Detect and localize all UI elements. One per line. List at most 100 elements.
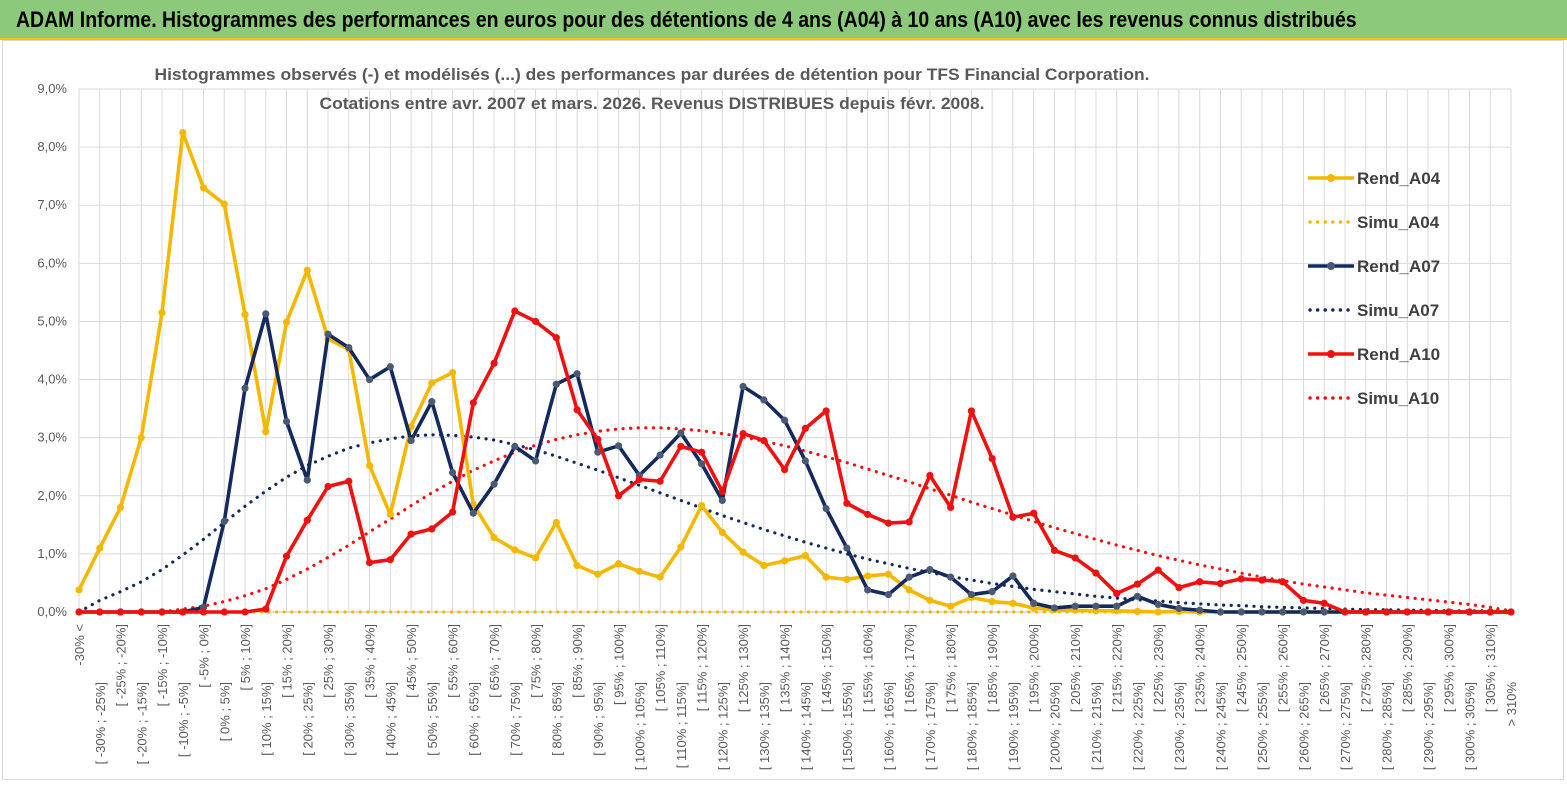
data-point [1050, 604, 1059, 612]
data-point [864, 586, 872, 594]
data-point [843, 575, 851, 584]
x-tick-label: [ 125% ; 130%] [736, 624, 751, 712]
data-point [96, 608, 104, 616]
y-tick-label: 2,0% [37, 488, 67, 503]
data-point [179, 608, 187, 616]
x-tick-label: [ 40% ; 45%] [383, 682, 398, 756]
x-tick-label: [ 35% ; 40%] [363, 624, 378, 698]
data-point [220, 608, 228, 616]
x-tick-label: [ 95% ; 100%] [612, 624, 627, 705]
data-point [1092, 602, 1100, 610]
data-point [988, 454, 996, 463]
data-point [531, 457, 540, 465]
data-point [282, 417, 291, 425]
data-point [1216, 579, 1225, 588]
data-point [1279, 608, 1287, 616]
data-point [303, 266, 311, 274]
x-tick-label: [ 85% ; 90%] [570, 624, 585, 698]
data-point [137, 608, 145, 616]
data-point [116, 503, 125, 511]
data-point [884, 590, 892, 599]
y-tick-label: 9,0% [37, 81, 67, 96]
data-point [1030, 599, 1038, 607]
x-tick-label: [ -10% ; -5%] [176, 682, 191, 757]
legend-marker [1327, 350, 1335, 358]
legend-label: Rend_A04 [1357, 169, 1441, 188]
data-point [1279, 578, 1287, 586]
data-point [75, 608, 83, 616]
data-point [407, 436, 415, 445]
data-point [1237, 575, 1245, 583]
x-tick-label: [ 270% ; 275%] [1338, 682, 1353, 770]
x-tick-label: -30% < [72, 624, 87, 666]
data-point [864, 572, 872, 580]
data-point [365, 461, 374, 470]
x-tick-label: [ 80% ; 85%] [549, 682, 564, 756]
data-point [1154, 566, 1162, 574]
data-point [1362, 608, 1370, 616]
data-point [1258, 576, 1266, 584]
x-tick-label: [ 205% ; 210%] [1068, 624, 1083, 712]
x-tick-label: [ 90% ; 95%] [591, 682, 606, 756]
x-tick-label: [ 140% ; 145%] [798, 682, 813, 770]
data-point [1071, 602, 1079, 610]
data-point [947, 602, 955, 610]
data-point [1299, 596, 1308, 604]
data-point [1113, 589, 1121, 598]
x-tick-label: [ -5% ; 0%] [197, 624, 212, 688]
data-point [448, 468, 457, 477]
x-tick-label: [ 10% ; 15%] [259, 682, 274, 756]
x-tick-label: [ 225% ; 230%] [1151, 624, 1166, 712]
x-tick-label: [ 285% ; 290%] [1400, 624, 1415, 712]
data-point [386, 510, 394, 518]
data-point [428, 379, 436, 387]
data-point [448, 508, 457, 516]
data-point [282, 552, 291, 560]
data-point [926, 565, 934, 574]
x-tick-label: [ 100% ; 105%] [632, 682, 647, 770]
legend-marker [1327, 262, 1335, 270]
series-line [77, 426, 1513, 614]
data-point [594, 448, 602, 456]
x-tick-label: [ 260% ; 265%] [1296, 682, 1311, 770]
data-point [760, 436, 768, 445]
y-tick-label: 7,0% [37, 197, 67, 212]
data-point [739, 429, 747, 438]
data-point [1382, 608, 1391, 616]
data-point [365, 375, 374, 384]
data-point [905, 518, 913, 526]
data-point [1465, 608, 1474, 616]
data-point [884, 570, 892, 578]
x-tick-label: [ -30% ; -25%] [93, 682, 108, 764]
data-point [677, 442, 685, 450]
data-point [1424, 608, 1432, 616]
data-point [822, 504, 830, 513]
data-point [552, 380, 560, 388]
legend-marker [1327, 174, 1335, 182]
x-tick-label: [ 165% ; 170%] [902, 624, 917, 712]
data-point [96, 544, 104, 552]
data-point [1445, 608, 1453, 616]
data-point [365, 559, 374, 567]
data-point [760, 561, 768, 570]
legend-label: Rend_A07 [1357, 257, 1440, 276]
data-point [967, 407, 976, 415]
x-tick-label: [ 275% ; 280%] [1359, 624, 1374, 712]
data-point [635, 567, 643, 575]
series-line [79, 309, 1511, 614]
data-point [1175, 583, 1183, 592]
data-point [656, 573, 664, 581]
report-banner: ADAM Informe. Histogrammes des performan… [0, 0, 1567, 40]
data-point [947, 503, 955, 511]
data-point [884, 519, 892, 527]
data-point [947, 573, 955, 581]
y-tick-label: 0,0% [37, 604, 67, 619]
data-point [1009, 572, 1017, 580]
data-point [988, 597, 996, 606]
data-point [677, 429, 685, 437]
data-point [511, 307, 519, 315]
x-tick-label: [ 265% ; 270%] [1317, 624, 1332, 712]
chart-frame [2, 40, 1564, 780]
x-tick-label: [ 210% ; 215%] [1089, 682, 1104, 770]
data-point [199, 608, 208, 616]
